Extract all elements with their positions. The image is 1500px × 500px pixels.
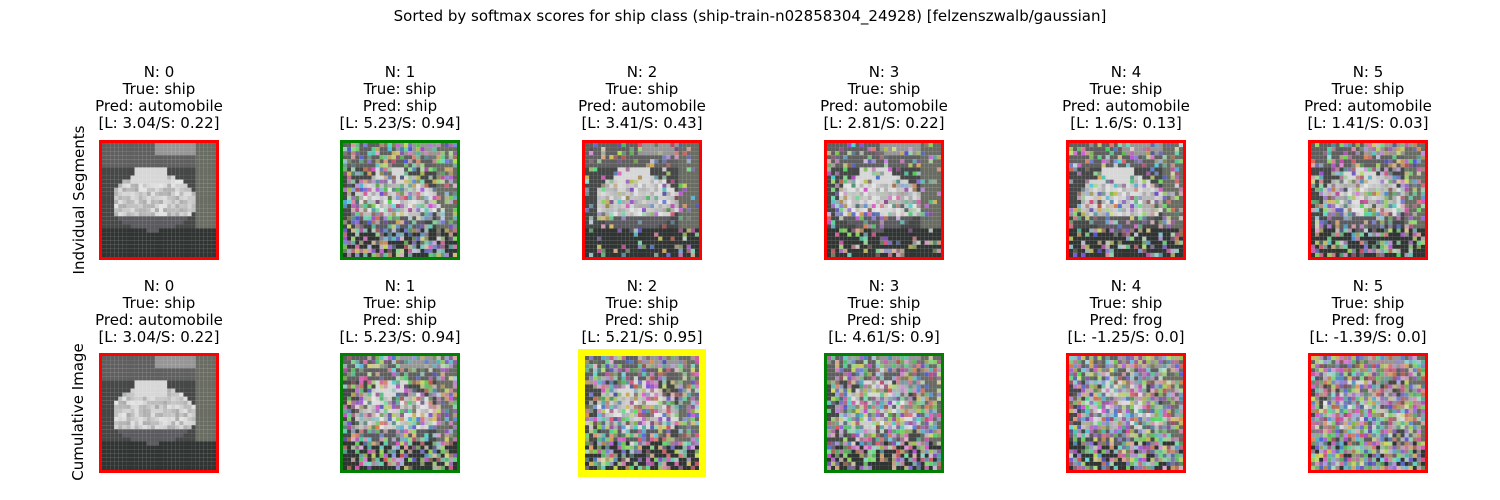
- cell-pred-label: Pred: ship: [604, 311, 680, 329]
- cell-title: N: 3 True: ship Pred: automobile [L: 2.81/S…: [774, 64, 994, 132]
- cell-n-label: N: 3: [868, 63, 900, 81]
- cell-title: N: 1 True: ship Pred: ship [L: 5.23/S: 0.94…: [290, 278, 510, 346]
- cell-true-label: True: ship: [122, 294, 196, 312]
- cell-true-label: True: ship: [122, 80, 196, 98]
- cell-pred-label: Pred: automobile: [820, 97, 948, 115]
- figure-title: Sorted by softmax scores for ship class …: [393, 7, 1107, 25]
- cell-n-label: N: 4: [1110, 63, 1142, 81]
- cell-true-label: True: ship: [605, 294, 679, 312]
- cell-true-label: True: ship: [363, 294, 437, 312]
- cell-title: N: 0 True: ship Pred: automobile [L: 3.04/S…: [49, 64, 269, 132]
- cell-score-label: [L: 3.41/S: 0.43]: [581, 114, 703, 132]
- cell-score-label: [L: 2.81/S: 0.22]: [823, 114, 945, 132]
- cell-pred-label: Pred: frog: [1331, 311, 1405, 329]
- cell-true-label: True: ship: [1089, 80, 1163, 98]
- cell-pred-label: Pred: ship: [362, 97, 438, 115]
- cell-title: N: 5 True: ship Pred: automobile [L: 1.41/S…: [1258, 64, 1478, 132]
- cell-title: N: 2 True: ship Pred: ship [L: 5.21/S: 0.95…: [532, 278, 752, 346]
- thumbnail-image: [99, 140, 219, 260]
- cell-score-label: [L: -1.25/S: 0.0]: [1067, 328, 1185, 346]
- cell-score-label: [L: 5.23/S: 0.94]: [339, 114, 461, 132]
- cell-true-label: True: ship: [1331, 80, 1405, 98]
- thumbnail-image: [1308, 353, 1428, 473]
- thumbnail-image: [1066, 353, 1186, 473]
- cell-pred-label: Pred: automobile: [1062, 97, 1190, 115]
- thumbnail-image: [340, 353, 460, 473]
- cell-score-label: [L: 1.6/S: 0.13]: [1070, 114, 1182, 132]
- cell-score-label: [L: 3.04/S: 0.22]: [98, 328, 220, 346]
- cell-title: N: 3 True: ship Pred: ship [L: 4.61/S: 0.9]: [774, 278, 994, 346]
- thumbnail-image: [824, 353, 944, 473]
- cell-score-label: [L: 5.23/S: 0.94]: [339, 328, 461, 346]
- cell-title: N: 1 True: ship Pred: ship [L: 5.23/S: 0.94…: [290, 64, 510, 132]
- cell-title: N: 0 True: ship Pred: automobile [L: 3.04/S…: [49, 278, 269, 346]
- thumbnail-image: [578, 349, 706, 477]
- cell-score-label: [L: 1.41/S: 0.03]: [1307, 114, 1429, 132]
- cell-pred-label: Pred: automobile: [95, 311, 223, 329]
- cell-pred-label: Pred: ship: [846, 311, 922, 329]
- cell-title: N: 4 True: ship Pred: automobile [L: 1.6/S:…: [1016, 64, 1236, 132]
- thumbnail-image: [582, 140, 702, 260]
- cell-n-label: N: 1: [384, 277, 416, 295]
- cell-title: N: 5 True: ship Pred: frog [L: -1.39/S: 0.0…: [1258, 278, 1478, 346]
- thumbnail-image: [1308, 140, 1428, 260]
- row-label-cumulative-image: Cumulative Image: [69, 343, 87, 481]
- cell-title: N: 2 True: ship Pred: automobile [L: 3.41/S…: [532, 64, 752, 132]
- cell-pred-label: Pred: automobile: [1304, 97, 1432, 115]
- thumbnail-image: [1066, 140, 1186, 260]
- cell-title: N: 4 True: ship Pred: frog [L: -1.25/S: 0.0…: [1016, 278, 1236, 346]
- cell-score-label: [L: 3.04/S: 0.22]: [98, 114, 220, 132]
- cell-score-label: [L: -1.39/S: 0.0]: [1309, 328, 1427, 346]
- cell-n-label: N: 4: [1110, 277, 1142, 295]
- thumbnail-image: [824, 140, 944, 260]
- cell-true-label: True: ship: [1331, 294, 1405, 312]
- thumbnail-image: [340, 140, 460, 260]
- cell-score-label: [L: 5.21/S: 0.95]: [581, 328, 703, 346]
- cell-score-label: [L: 4.61/S: 0.9]: [828, 328, 940, 346]
- cell-true-label: True: ship: [363, 80, 437, 98]
- cell-n-label: N: 1: [384, 63, 416, 81]
- cell-pred-label: Pred: frog: [1089, 311, 1163, 329]
- cell-pred-label: Pred: automobile: [95, 97, 223, 115]
- cell-true-label: True: ship: [605, 80, 679, 98]
- cell-n-label: N: 0: [143, 63, 175, 81]
- cell-pred-label: Pred: automobile: [578, 97, 706, 115]
- cell-n-label: N: 5: [1352, 277, 1384, 295]
- row-label-individual-segments: Indvidual Segments: [70, 125, 88, 275]
- cell-true-label: True: ship: [847, 294, 921, 312]
- cell-true-label: True: ship: [1089, 294, 1163, 312]
- cell-n-label: N: 5: [1352, 63, 1384, 81]
- cell-n-label: N: 2: [626, 63, 658, 81]
- cell-pred-label: Pred: ship: [362, 311, 438, 329]
- cell-n-label: N: 3: [868, 277, 900, 295]
- cell-n-label: N: 2: [626, 277, 658, 295]
- cell-n-label: N: 0: [143, 277, 175, 295]
- thumbnail-image: [99, 353, 219, 473]
- cell-true-label: True: ship: [847, 80, 921, 98]
